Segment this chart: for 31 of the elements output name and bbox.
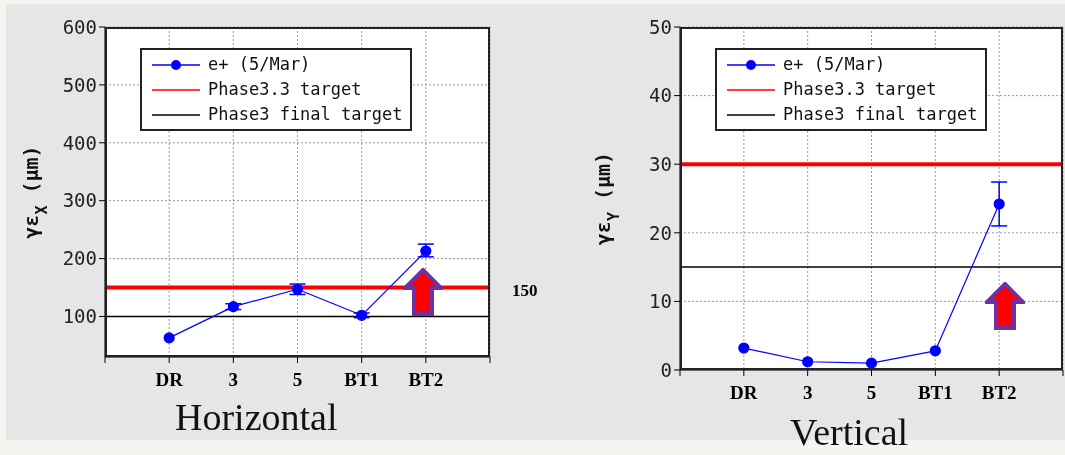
y-tick-label: 10 bbox=[649, 290, 672, 313]
x-tick-label: BT2 bbox=[981, 382, 1017, 404]
y-tick-label: 300 bbox=[62, 189, 97, 212]
x-tick-label: 3 bbox=[228, 369, 239, 391]
y-tick-label: 200 bbox=[62, 247, 97, 270]
legend-label: Phase3.3 target bbox=[783, 78, 937, 101]
y-tick-label: 0 bbox=[660, 358, 672, 381]
x-tick-label: 3 bbox=[802, 382, 813, 404]
x-tick-label: 5 bbox=[292, 369, 303, 391]
y-tick-label: 400 bbox=[62, 131, 97, 154]
y-tick-label: 100 bbox=[62, 305, 97, 328]
legend-label: Phase3 final target bbox=[783, 103, 978, 126]
y-tick-label: 50 bbox=[649, 15, 672, 38]
legend-label: e+ (5/Mar) bbox=[208, 53, 311, 76]
y-tick-label: 500 bbox=[62, 73, 97, 96]
legend-label: e+ (5/Mar) bbox=[783, 53, 886, 76]
x-tick-label: BT2 bbox=[408, 369, 444, 391]
legend-label: Phase3.3 target bbox=[208, 78, 362, 101]
text: 150 bbox=[512, 281, 538, 301]
x-axis-title: Vertical bbox=[790, 410, 909, 454]
x-tick-label: DR bbox=[730, 382, 758, 404]
x-tick-label: BT1 bbox=[344, 369, 380, 391]
y-tick-label: 30 bbox=[649, 152, 672, 175]
y-tick-label: 600 bbox=[62, 15, 97, 38]
x-axis-title: Horizontal bbox=[175, 395, 338, 439]
x-tick-label: BT1 bbox=[917, 382, 953, 404]
x-tick-label: 5 bbox=[866, 382, 877, 404]
y-tick-label: 40 bbox=[649, 84, 672, 107]
y-tick-label: 20 bbox=[649, 221, 672, 244]
x-tick-label: DR bbox=[155, 369, 184, 391]
legend-label: Phase3 final target bbox=[208, 103, 403, 126]
